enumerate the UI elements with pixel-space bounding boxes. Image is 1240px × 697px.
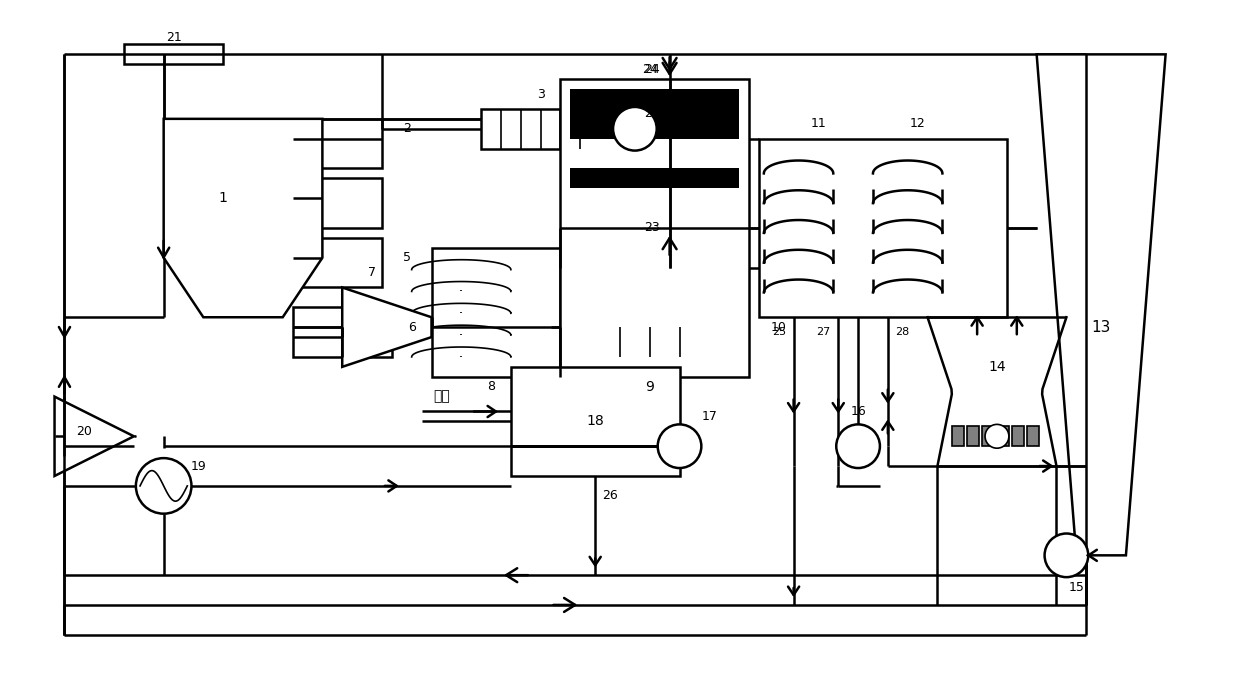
Bar (570, 223, 739, 372)
Bar (982, 427, 994, 446)
Text: 24: 24 (642, 63, 657, 76)
Text: 26: 26 (603, 489, 618, 503)
Text: 3: 3 (537, 88, 544, 100)
Text: 14: 14 (988, 360, 1006, 374)
Text: 25: 25 (771, 327, 786, 337)
Text: 16: 16 (851, 405, 866, 418)
Bar (570, 89, 739, 198)
Circle shape (985, 424, 1009, 448)
Bar (432, 248, 560, 377)
Polygon shape (342, 287, 432, 367)
Bar (952, 427, 965, 446)
Polygon shape (55, 397, 134, 476)
Bar (570, 169, 739, 188)
Bar (967, 427, 980, 446)
Text: 2: 2 (403, 122, 410, 135)
Text: 来水: 来水 (433, 390, 450, 404)
Bar (560, 79, 749, 377)
Circle shape (1044, 533, 1089, 577)
Text: 21: 21 (166, 31, 181, 44)
Text: 9: 9 (645, 380, 655, 394)
Text: 23: 23 (644, 222, 660, 234)
Text: 17: 17 (702, 410, 717, 423)
Bar (1012, 427, 1024, 446)
Text: 8: 8 (487, 380, 495, 393)
Text: 24: 24 (644, 63, 660, 76)
Bar (997, 427, 1009, 446)
Circle shape (613, 107, 657, 151)
Text: 6: 6 (408, 321, 415, 334)
Bar (570, 89, 739, 139)
Text: 12: 12 (910, 117, 925, 130)
Bar (342, 307, 392, 357)
Bar (293, 238, 382, 287)
Bar (293, 178, 382, 228)
Bar (511, 367, 680, 476)
Text: 28: 28 (895, 327, 910, 337)
Text: 19: 19 (191, 459, 206, 473)
Text: 23: 23 (644, 107, 660, 121)
Text: 10: 10 (771, 321, 786, 334)
Bar (1027, 427, 1039, 446)
Text: 1: 1 (218, 191, 228, 205)
Text: 4: 4 (631, 89, 639, 102)
Circle shape (136, 458, 191, 514)
Polygon shape (164, 119, 322, 317)
Text: 5: 5 (403, 251, 410, 264)
Text: 18: 18 (587, 415, 604, 429)
Circle shape (836, 424, 880, 468)
Circle shape (657, 424, 702, 468)
Bar (759, 139, 1007, 317)
Text: 15: 15 (1069, 581, 1084, 594)
Text: 13: 13 (1091, 320, 1111, 335)
Bar (570, 188, 739, 218)
Text: 7: 7 (368, 266, 376, 279)
Polygon shape (1037, 54, 1166, 556)
Bar (481, 109, 600, 148)
Text: 27: 27 (816, 327, 831, 337)
Text: 20: 20 (77, 425, 92, 438)
Text: 11: 11 (811, 117, 826, 130)
Bar (124, 45, 223, 64)
Bar (293, 119, 382, 169)
Bar (293, 307, 342, 357)
